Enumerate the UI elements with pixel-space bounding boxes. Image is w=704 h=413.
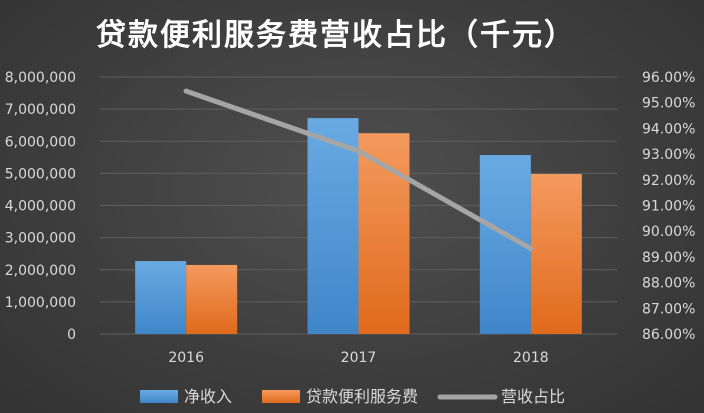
- x-tick-label: 2016: [168, 350, 204, 366]
- line-point: [356, 148, 361, 154]
- y-right-tick-label: 94.00%: [642, 121, 695, 137]
- y-right-tick-label: 92.00%: [642, 173, 695, 189]
- y-right-tick-label: 86.00%: [642, 327, 695, 343]
- legend-label: 贷款便利服务费: [306, 387, 418, 406]
- y-right-tick-label: 90.00%: [642, 224, 695, 240]
- legend-swatch: [262, 390, 300, 403]
- y-left-tick-label: 2,000,000: [5, 263, 76, 279]
- chart-title: 贷款便利服务费营收占比（千元）: [96, 18, 576, 53]
- y-right-tick-label: 95.00%: [642, 96, 695, 112]
- y-left-tick-label: 7,000,000: [5, 102, 76, 118]
- line-point: [183, 88, 189, 94]
- y-right-tick-label: 93.00%: [642, 147, 695, 163]
- y-right-tick-label: 96.00%: [642, 70, 695, 86]
- y-left-tick-label: 3,000,000: [5, 231, 76, 247]
- y-left-tick-label: 4,000,000: [5, 199, 76, 215]
- y-left-tick-label: 8,000,000: [5, 70, 76, 86]
- y-right-tick-label: 87.00%: [642, 301, 695, 317]
- bar-loan-service-fee: [530, 174, 582, 334]
- bar-net-income: [135, 261, 187, 334]
- bar-loan-service-fee: [186, 264, 238, 334]
- y-right-tick-label: 89.00%: [642, 250, 695, 266]
- line-point: [528, 246, 534, 252]
- y-left-tick-label: 0: [67, 327, 76, 343]
- legend-label: 营收占比: [501, 387, 565, 406]
- x-tick-label: 2018: [513, 350, 549, 366]
- y-right-tick-label: 88.00%: [642, 276, 695, 292]
- y-left-tick-label: 5,000,000: [5, 166, 76, 182]
- bar-net-income: [307, 118, 359, 335]
- y-left-tick-label: 1,000,000: [5, 295, 76, 311]
- y-left-tick-label: 6,000,000: [5, 134, 76, 150]
- legend-label: 净收入: [184, 387, 232, 406]
- legend-swatch: [140, 390, 178, 403]
- x-tick-label: 2017: [341, 350, 377, 366]
- y-right-tick-label: 91.00%: [642, 199, 695, 215]
